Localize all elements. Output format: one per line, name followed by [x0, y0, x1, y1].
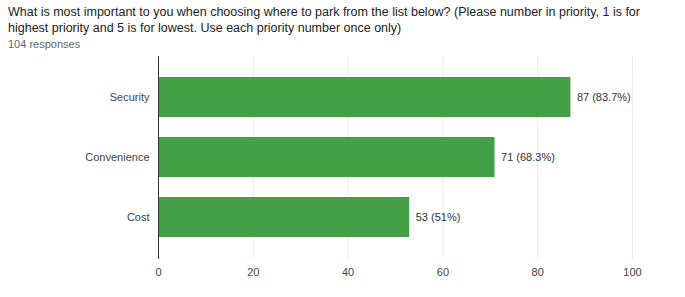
- svg-text:80: 80: [532, 266, 544, 278]
- svg-text:0: 0: [155, 266, 161, 278]
- svg-text:87 (83.7%): 87 (83.7%): [577, 91, 631, 103]
- svg-text:71 (68.3%): 71 (68.3%): [501, 151, 555, 163]
- svg-text:100: 100: [623, 266, 641, 278]
- svg-text:53 (51%): 53 (51%): [416, 211, 461, 223]
- svg-text:60: 60: [437, 266, 449, 278]
- svg-text:Security: Security: [110, 91, 150, 103]
- svg-text:40: 40: [342, 266, 354, 278]
- svg-text:20: 20: [247, 266, 259, 278]
- html-text:What is most important to you: What is most important to you when choos…: [8, 5, 640, 35]
- svg-text:Convenience: Convenience: [85, 151, 149, 163]
- html-text:104 responses: 104 responses: [8, 38, 81, 50]
- svg-text:Cost: Cost: [127, 211, 150, 223]
